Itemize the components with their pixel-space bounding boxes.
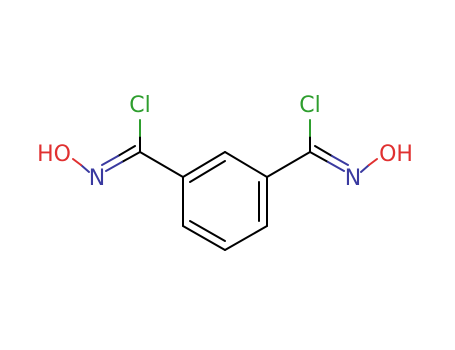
atom-label: Cl [299,93,320,118]
atom-label: N [345,166,361,191]
bonds [72,119,378,251]
atom-label: Cl [129,93,150,118]
atom-label: N [89,166,105,191]
atom-label: OH [379,142,413,167]
atom-label: HO [37,142,71,167]
